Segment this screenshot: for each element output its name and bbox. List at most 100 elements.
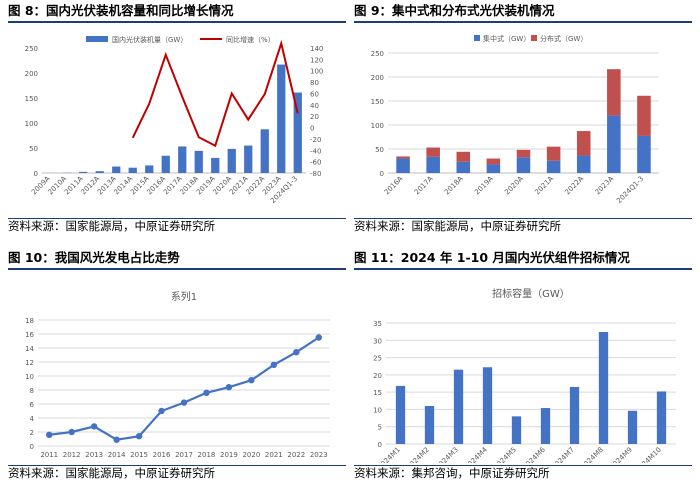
figure-8-source: 资料来源：国家能源局，中原证券研究所 (8, 218, 346, 234)
legend-label: 集中式（GW） (483, 34, 530, 43)
y-tick-label-right: 80 (310, 79, 319, 87)
x-tick-label: 2014 (108, 451, 126, 459)
y-tick-label: 12 (25, 359, 34, 367)
y-tick-label: 25 (373, 355, 382, 363)
y-tick-label-left: 0 (34, 170, 38, 178)
bar (178, 146, 187, 173)
y-tick-label-right: -60 (310, 159, 321, 167)
bar-distributed (607, 69, 621, 116)
y-tick-label-right: 140 (310, 45, 323, 53)
figure-10-title: 图 10：我国风光发电占比走势 (8, 247, 346, 270)
y-tick-label: 14 (25, 345, 34, 353)
y-tick-label: 50 (375, 146, 384, 154)
y-tick-label-left: 200 (25, 70, 38, 78)
x-tick-label: 2016 (153, 451, 171, 459)
bar-centralized (576, 155, 591, 173)
y-tick-label: 16 (25, 331, 34, 339)
data-point (113, 436, 120, 443)
data-point (158, 407, 165, 415)
bar-centralized (607, 115, 621, 173)
x-tick-label: 2024Q1-3 (615, 175, 645, 205)
x-tick-label: 2024M7 (550, 446, 576, 463)
figure-9-panel: 图 9：集中式和分布式光伏装机情况 0 50 100 150 200 250 2016A 20… (354, 0, 692, 233)
x-tick-label: 2024M8 (579, 446, 605, 463)
bar-distributed (456, 151, 471, 162)
x-tick-label: 2021 (265, 451, 283, 459)
y-tick-label: 200 (371, 74, 384, 82)
y-tick-label: 150 (371, 98, 384, 106)
x-tick-label: 2015 (130, 451, 148, 459)
y-tick-label: 8 (30, 387, 34, 395)
bar (95, 171, 104, 173)
legend-label: 分布式（GW） (540, 34, 587, 43)
figure-11-title: 图 11：2024 年 1-10 月国内光伏组件招标情况 (354, 247, 692, 270)
x-tick-label: 2021A (533, 175, 555, 197)
y-tick-label: 10 (373, 406, 382, 414)
y-tick-label-left: 50 (29, 145, 38, 153)
y-tick-label: 100 (371, 122, 384, 130)
x-tick-label: 2019 (220, 451, 238, 459)
bar (112, 166, 121, 173)
figure-9-source: 资料来源：国家能源局，中原证券研究所 (354, 218, 692, 234)
y-tick-label-left: 250 (25, 45, 38, 53)
figure-11-panel: 图 11：2024 年 1-10 月国内光伏组件招标情况 招标容量（GW） 0 5 1… (354, 247, 692, 480)
y-tick-label: 20 (373, 372, 382, 380)
data-point (135, 433, 143, 440)
bar (656, 391, 667, 444)
bar-centralized (396, 158, 410, 173)
x-tick-label: 2024M5 (492, 446, 518, 463)
y-tick-label-right: 40 (310, 102, 319, 110)
y-tick-label: 0 (378, 441, 382, 449)
bar (194, 150, 203, 173)
x-tick-label: 2024M6 (521, 445, 547, 463)
x-tick-label: 2020 (242, 451, 260, 459)
y-tick-label-right: -80 (310, 170, 321, 178)
y-tick-label-right: 20 (310, 113, 319, 121)
bar (227, 148, 236, 173)
y-tick-label: 0 (30, 443, 34, 451)
x-tick-label: 2024M2 (405, 446, 431, 463)
bar (540, 408, 551, 444)
bar (482, 367, 493, 444)
data-point (315, 334, 322, 341)
y-tick-label-right: -20 (310, 136, 321, 144)
bar-centralized (456, 161, 471, 173)
x-tick-label: 2024M10 (634, 446, 663, 463)
data-point (248, 377, 255, 384)
bar-centralized (486, 164, 501, 173)
bar (277, 64, 286, 173)
y-tick-label-left: 100 (25, 120, 38, 128)
chart-title: 招标容量（GW） (492, 287, 570, 300)
bar (211, 157, 220, 173)
y-tick-label: 4 (30, 415, 35, 423)
bar (161, 155, 170, 173)
legend-label: 同比增速（%） (226, 35, 275, 44)
y-tick-label: 250 (371, 50, 384, 58)
y-tick-label: 15 (373, 389, 382, 397)
data-point (270, 361, 278, 368)
data-point (180, 399, 188, 406)
bar-distributed (576, 131, 591, 156)
y-tick-label: 30 (373, 337, 382, 345)
y-tick-label: 5 (378, 424, 382, 432)
bar-distributed (486, 158, 501, 165)
legend-swatch (531, 35, 537, 41)
figure-10-chart: 系列1 0 2 4 6 8 10 12 14 16 18 2011 2012 2013 2014 2015 20… (25, 290, 330, 459)
x-tick-label: 2019A (473, 175, 495, 197)
data-point (68, 428, 75, 436)
bar (569, 386, 580, 444)
x-tick-label: 2024M4 (463, 445, 489, 463)
y-tick-label: 10 (25, 373, 34, 381)
figure-11-source: 资料来源：集邦咨询，中原证券研究所 (354, 465, 692, 481)
bar (260, 129, 269, 173)
x-tick-label: 2023A (594, 175, 616, 197)
x-tick-label: 2017A (413, 175, 435, 197)
data-point (293, 349, 300, 356)
figure-10-source: 资料来源：国家能源局，中原证券研究所 (8, 465, 346, 481)
share-line (49, 336, 320, 441)
bar (395, 385, 406, 444)
legend-swatch (474, 35, 480, 41)
data-point (203, 389, 210, 396)
chart-title: 系列1 (171, 290, 197, 303)
bar (293, 92, 302, 173)
